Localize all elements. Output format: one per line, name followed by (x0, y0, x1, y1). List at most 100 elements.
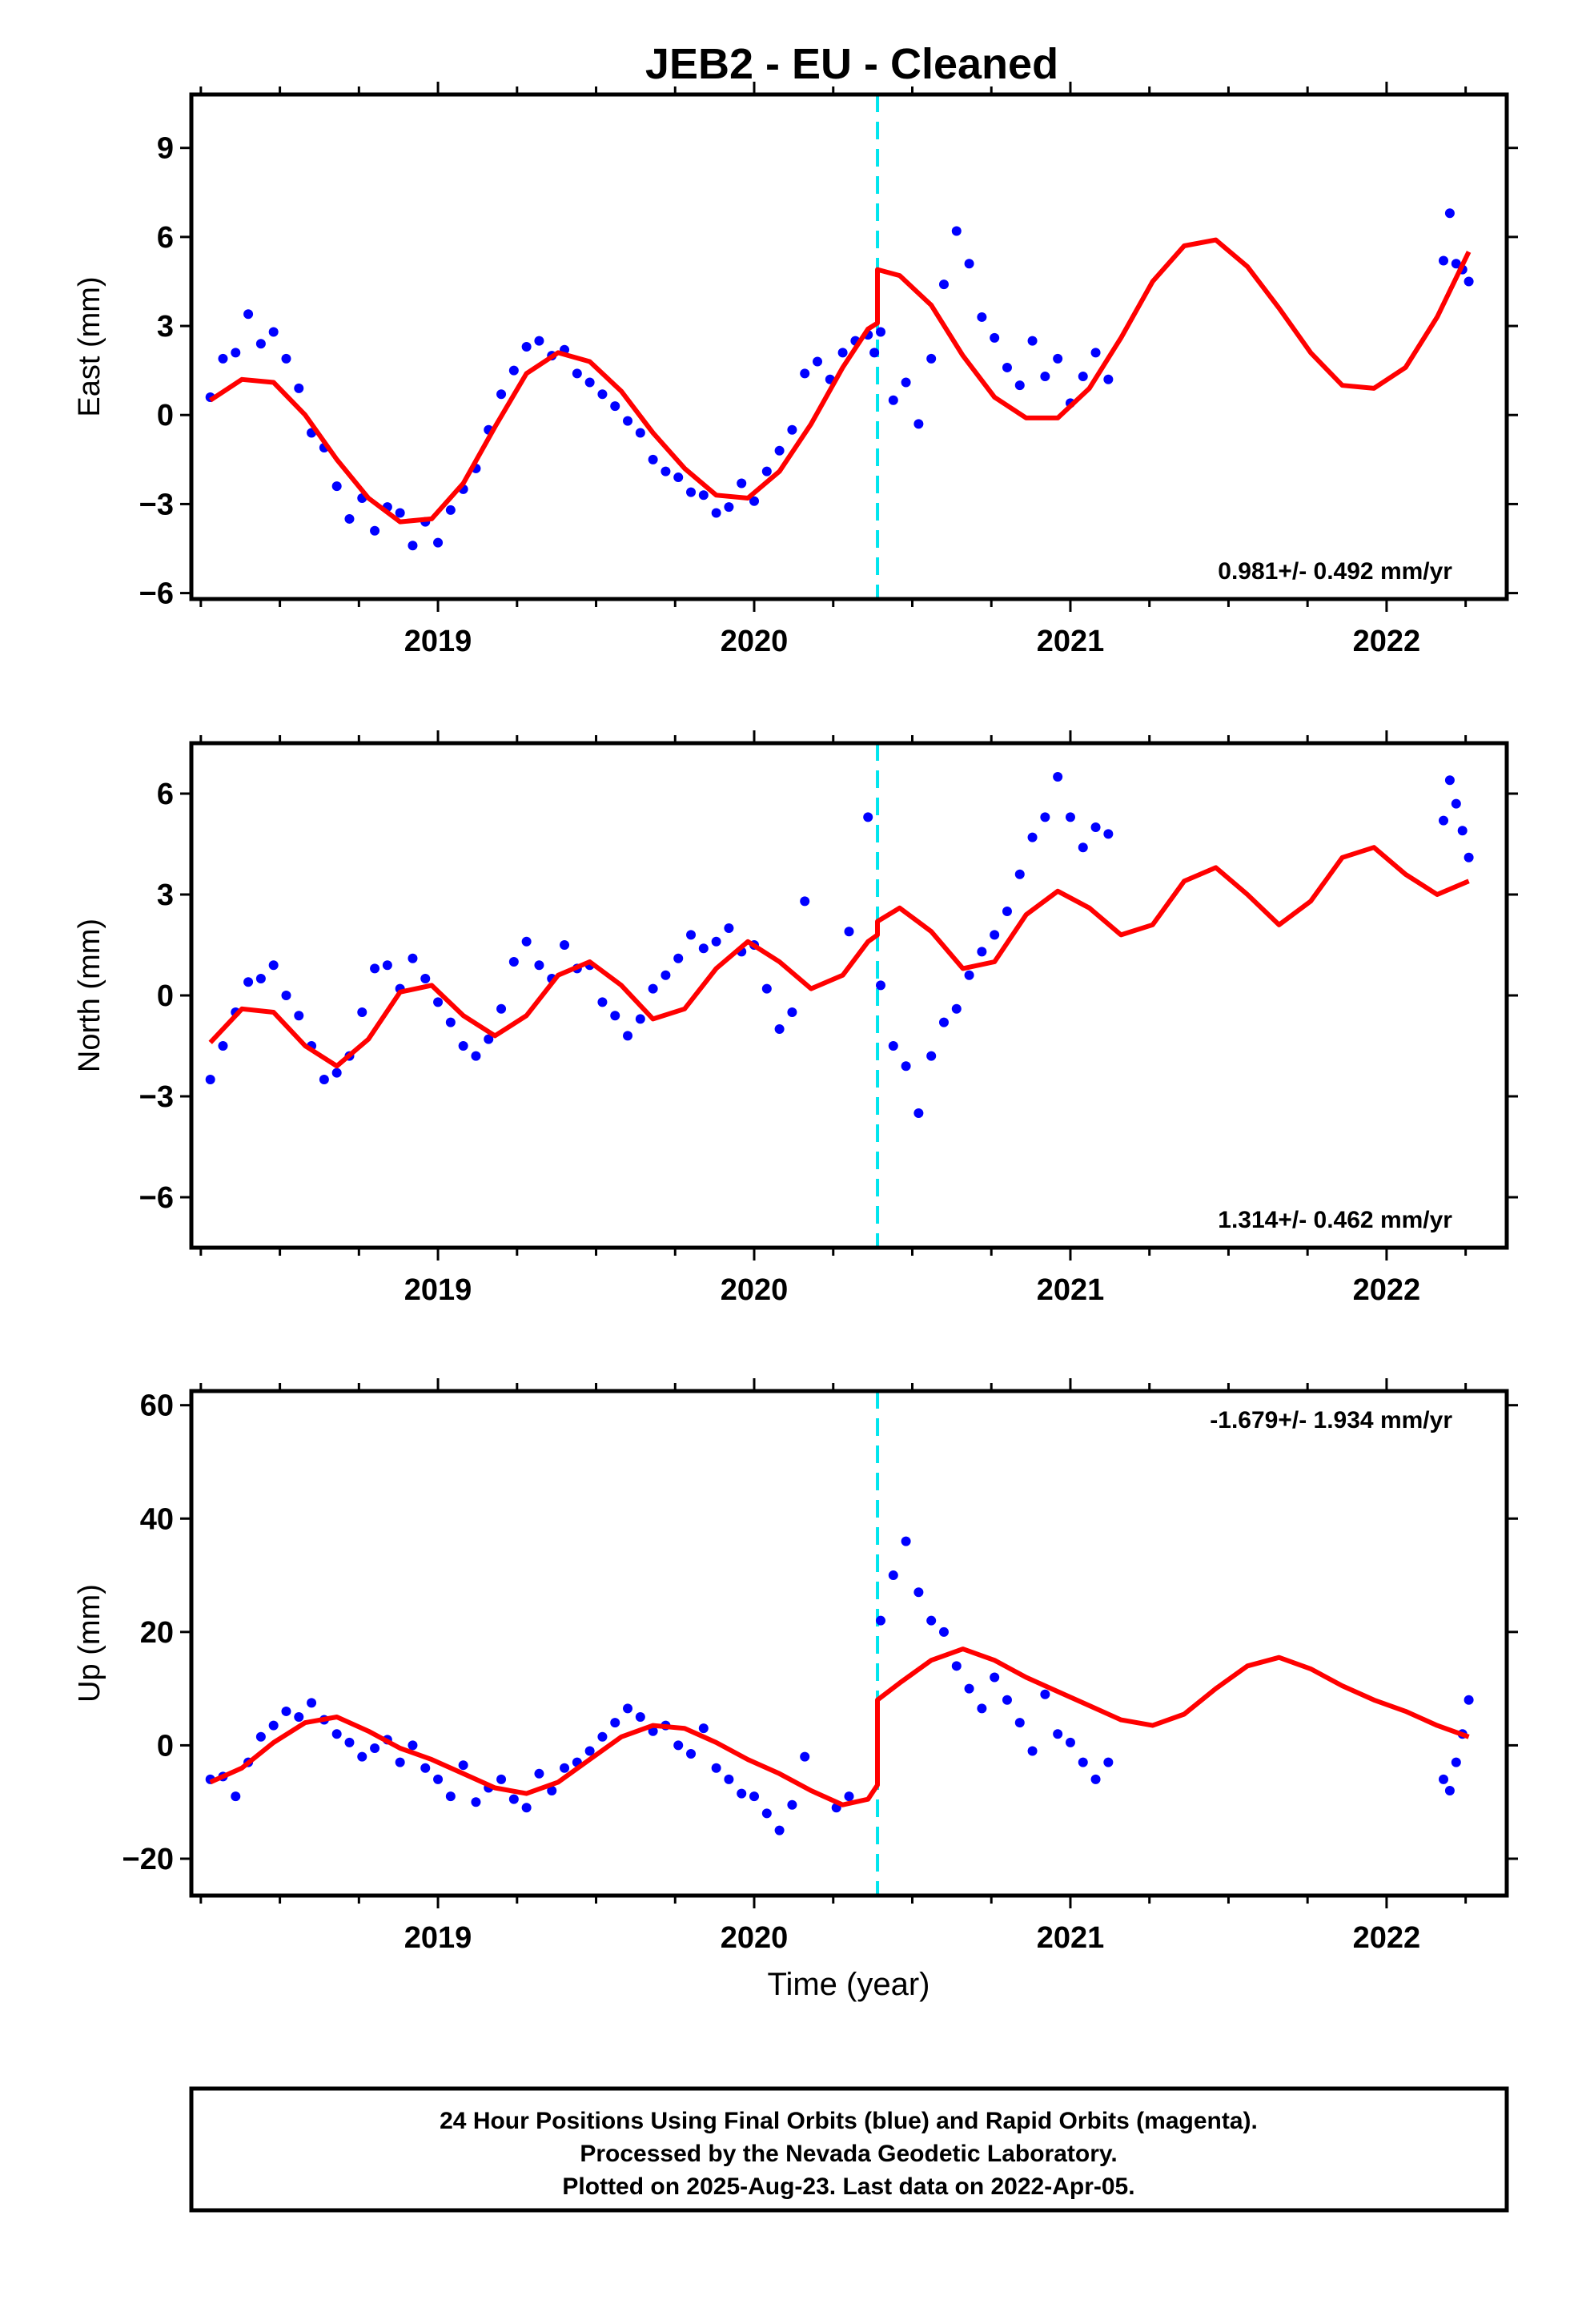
east-data-point (255, 339, 266, 349)
east-data-point (218, 353, 228, 364)
north-data-point (610, 1011, 620, 1021)
east-data-point (888, 395, 898, 405)
up-data-point (268, 1720, 279, 1731)
east-data-point (977, 312, 987, 322)
up-frame (189, 1389, 1509, 1898)
east-data-point (408, 541, 418, 551)
up-data-point (307, 1698, 317, 1708)
up-data-point (964, 1683, 974, 1694)
east-data-point (1444, 208, 1455, 219)
east-xtick-label: 2021 (1037, 625, 1105, 658)
north-data-point (673, 953, 684, 963)
east-data-point (774, 445, 785, 456)
east-data-point (938, 279, 949, 290)
east-xtick-label: 2020 (721, 625, 789, 658)
up-data-point (888, 1570, 898, 1581)
up-data-point (1103, 1757, 1114, 1767)
east-data-point (521, 342, 532, 352)
up-data-point (255, 1731, 266, 1742)
north-data-point (445, 1017, 456, 1027)
east-data-point (231, 348, 241, 358)
east-data-point (597, 389, 608, 400)
up-data-point (395, 1757, 405, 1767)
north-data-point (433, 997, 444, 1007)
up-data-point (547, 1786, 557, 1796)
north-data-point (534, 960, 544, 971)
up-y-axis-label: Up (mm) (73, 1584, 106, 1703)
up-data-point (926, 1615, 937, 1626)
up-data-point (913, 1587, 924, 1598)
north-data-point (1103, 829, 1114, 839)
up-xtick-label: 2020 (721, 1921, 789, 1955)
east-data-point (913, 419, 924, 429)
up-data-point (686, 1749, 697, 1759)
up-plot-area: −20 0 20 40 60 2019 2020 2021 2022 (122, 1378, 1518, 1955)
east-data-point (1014, 380, 1025, 391)
north-data-point (560, 940, 570, 950)
north-data-point (1040, 812, 1050, 822)
east-data-point (711, 508, 721, 518)
north-data-point (761, 983, 772, 994)
up-xtick-label: 2022 (1353, 1921, 1421, 1955)
north-data-point (508, 957, 519, 967)
east-xtick-label: 2022 (1353, 625, 1421, 658)
north-data-point (496, 1003, 507, 1014)
east-data-point (1090, 348, 1101, 358)
east-model-line (209, 237, 1472, 525)
up-data-point (471, 1797, 481, 1807)
east-data-point (534, 336, 544, 346)
up-xtick-label: 2019 (404, 1921, 472, 1955)
east-data-point (610, 401, 620, 412)
up-panel: −20 0 20 40 60 2019 2020 2021 2022 -1.679+/- 1.9… (73, 1378, 1518, 2002)
east-data-point (698, 490, 709, 501)
east-data-point (508, 365, 519, 376)
up-data-point (749, 1791, 760, 1802)
east-data-point (331, 481, 342, 492)
north-data-point (281, 991, 291, 1000)
north-data-point (1464, 852, 1474, 862)
east-data-point (294, 383, 304, 393)
up-ytick-label: 0 (157, 1729, 174, 1763)
up-data-point (977, 1703, 987, 1714)
north-data-point (964, 970, 974, 980)
up-data-point (711, 1763, 721, 1773)
up-data-point (698, 1723, 709, 1734)
up-data-point (938, 1626, 949, 1637)
up-data-point (370, 1743, 380, 1753)
north-data-point (977, 947, 987, 957)
north-data-point (951, 1003, 962, 1014)
up-data-point (357, 1751, 367, 1762)
up-data-point (635, 1712, 645, 1723)
north-data-point (648, 983, 658, 994)
up-data-point (787, 1799, 797, 1810)
east-data-point (1002, 362, 1012, 372)
up-data-point (458, 1760, 468, 1771)
up-data-point (331, 1729, 342, 1739)
up-model-line (209, 1647, 1470, 1807)
up-data-point (521, 1803, 532, 1813)
up-data-point (800, 1751, 810, 1762)
north-data-point (938, 1017, 949, 1027)
north-data-point (382, 960, 392, 971)
east-data-point (1040, 372, 1050, 382)
north-data-point (926, 1051, 937, 1061)
north-data-point (698, 943, 709, 954)
up-rate-label: -1.679+/- 1.934 mm/yr (1210, 1407, 1452, 1433)
up-data-point (433, 1774, 444, 1784)
up-data-point (584, 1746, 595, 1756)
east-data-point (1439, 255, 1449, 266)
east-data-point (243, 309, 254, 320)
east-data-point (869, 348, 880, 358)
east-data-point (445, 505, 456, 515)
north-data-point (205, 1075, 215, 1084)
north-data-point (319, 1075, 329, 1084)
up-data-point (901, 1536, 911, 1546)
east-data-point (344, 513, 355, 524)
east-plot-area: −6 −3 0 3 6 9 2019 2020 2021 2022 (139, 82, 1518, 658)
north-y-axis-label: North (mm) (73, 919, 106, 1072)
north-data-point (294, 1011, 304, 1021)
east-data-point (572, 368, 582, 379)
up-data-point (610, 1718, 620, 1728)
north-data-point (1002, 907, 1012, 916)
up-data-point (1053, 1729, 1063, 1739)
